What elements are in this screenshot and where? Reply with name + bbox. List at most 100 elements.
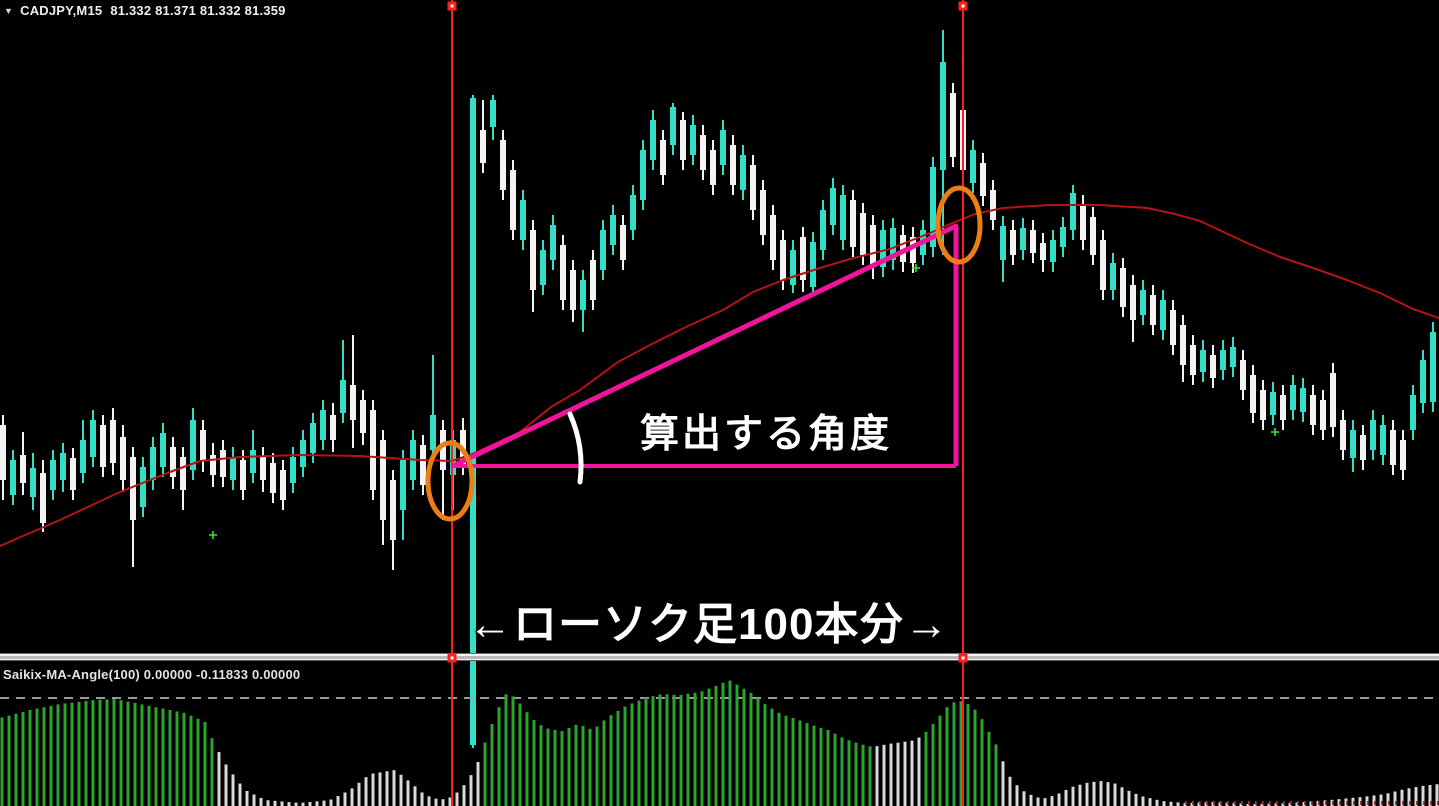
ma-angle-histogram-bar [336,796,340,806]
candle-body [1360,435,1366,460]
ma-angle-histogram-bar [84,701,88,806]
ma-angle-histogram-bar [182,712,186,806]
ma-angle-histogram-bar [770,708,774,806]
ma-angle-histogram-bar [448,797,452,806]
ma-angle-histogram-bar [917,737,921,806]
dropdown-arrow-icon[interactable]: ▼ [4,6,14,16]
ma-angle-histogram-bar [119,700,123,806]
candle-body [1290,385,1296,410]
candle-body [260,457,266,480]
candle-body [0,425,6,480]
candle-body [550,225,556,260]
candle-body [1070,193,1076,230]
ma-angle-histogram-bar [126,701,130,806]
candle-body [430,415,436,450]
ma-angle-histogram-bar [602,720,606,806]
candle-body [690,125,696,155]
candle-body [200,430,206,460]
candle-body [1230,347,1236,367]
ma-angle-histogram-bar [819,727,823,806]
candle-body [770,215,776,260]
ma-angle-histogram-bar [140,704,144,806]
timeline-tick [1430,801,1432,805]
ma-angle-histogram-bar [637,700,641,806]
candle-body [650,120,656,160]
ma-angle-histogram-bar [532,719,536,806]
candle-body [1340,420,1346,450]
ma-angle-histogram-bar [504,694,508,806]
candle-body [930,167,936,247]
candle-body [950,93,956,157]
ma-angle-histogram-bar [707,688,711,806]
timeline-tick [1381,801,1383,805]
candle-body [510,170,516,230]
candle-body [520,200,526,240]
ma-angle-histogram-bar [203,722,207,806]
candle-body [1190,345,1196,375]
ma-angle-histogram-bar [1379,794,1383,806]
candle-body [1140,290,1146,315]
ma-angle-histogram-bar [952,702,956,806]
ma-angle-histogram-bar [266,800,270,806]
candle-body [790,250,796,285]
candle-body [1390,430,1396,465]
ma-angle-histogram-bar [1120,787,1124,806]
ma-angle-histogram-bar [595,726,599,806]
ma-angle-histogram-bar [763,704,767,806]
ma-angle-histogram-bar [742,688,746,806]
candle-body [300,440,306,467]
candle-body [500,140,506,190]
candle-body [1410,395,1416,430]
ma-angle-histogram-bar [210,738,214,806]
ma-angle-histogram-bar [35,708,39,806]
ma-angle-histogram-bar [609,715,613,806]
candle-body [540,250,546,285]
ma-angle-histogram-bar [1428,785,1432,806]
panel-splitter[interactable] [0,659,1439,660]
ma-angle-histogram-bar [476,762,480,806]
timeline-tick [1416,801,1418,805]
ma-angle-histogram-bar [105,699,109,806]
candle-body [1200,350,1206,372]
panel-splitter[interactable] [0,653,1439,654]
panel-splitter[interactable] [0,660,1439,661]
candle-body [830,188,836,225]
ma-angle-histogram-bar [1085,782,1089,806]
ma-angle-histogram-bar [686,693,690,806]
candle-body [800,237,806,280]
symbol-period-label: CADJPY,M15 [20,3,103,18]
candle-body [1110,263,1116,290]
candle-body [560,245,566,300]
candle-body [230,457,236,480]
ma-angle-histogram-bar [973,709,977,806]
candle-body [1300,388,1306,412]
panel-splitter[interactable] [0,654,1439,656]
candle-body [440,430,446,470]
ma-angle-histogram-bar [469,775,473,806]
line-handle-center [450,4,454,8]
ma-angle-histogram-bar [882,744,886,806]
ma-angle-histogram-bar [644,697,648,806]
candle-body [40,473,46,523]
ma-angle-histogram-bar [854,742,858,806]
ma-angle-histogram-bar [665,694,669,806]
candle-body [1090,217,1096,255]
candle-body [140,467,146,507]
timeline-tick [1360,801,1362,805]
ma-angle-histogram-bar [0,717,4,806]
timeline-tick [1283,801,1285,805]
timeline-tick [1346,801,1348,805]
candle-body [470,98,476,745]
panel-splitter[interactable] [0,656,1439,659]
ma-angle-histogram-bar [1141,796,1145,806]
ma-angle-histogram-bar [98,699,102,806]
ma-angle-histogram-bar [525,712,529,806]
ma-angle-histogram-bar [588,728,592,806]
ma-angle-histogram-bar [868,746,872,806]
candle-body [1210,355,1216,378]
ma-angle-histogram-bar [987,731,991,806]
angle-hypotenuse-line[interactable] [450,223,959,469]
candle-body [210,455,216,475]
candle-body [280,470,286,500]
